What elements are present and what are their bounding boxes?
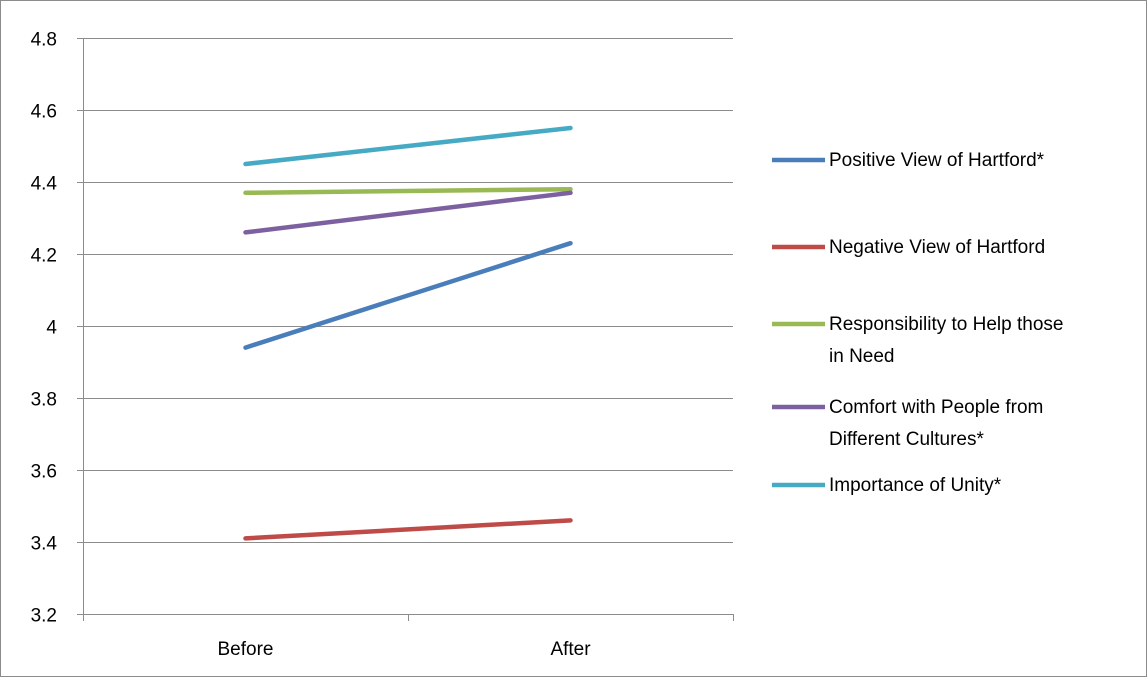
series-line-0 — [243, 240, 573, 350]
y-tick-label: 4.6 — [31, 102, 57, 123]
x-tick-label: Before — [218, 639, 274, 660]
legend-label: Importance of Unity* — [829, 475, 1002, 496]
series-line-3 — [243, 190, 573, 235]
legend-label: Comfort with People from — [829, 397, 1043, 418]
legend-label: Different Cultures* — [829, 429, 984, 450]
series-lines — [243, 125, 573, 541]
series-line-4 — [243, 125, 573, 167]
y-tick-label: 3.2 — [31, 606, 57, 627]
y-tick-label: 4 — [46, 318, 57, 339]
y-tick-label: 3.8 — [31, 390, 57, 411]
y-tick-label: 4.8 — [31, 30, 57, 51]
axes: 3.2 3.4 3.6 3.8 4 4.2 4.4 4.6 4.8 Before After — [31, 30, 734, 660]
legend: Positive View of Hartford* Negative View … — [772, 150, 1063, 496]
y-tick-label: 3.6 — [31, 462, 57, 483]
series-line-2 — [243, 186, 573, 196]
series-line-1 — [243, 518, 573, 541]
legend-label: Positive View of Hartford* — [829, 150, 1045, 171]
legend-label: Responsibility to Help those — [829, 314, 1063, 335]
x-tick-label: After — [550, 639, 591, 660]
legend-label: in Need — [829, 346, 895, 367]
gridlines — [83, 38, 733, 543]
legend-label: Negative View of Hartford — [829, 237, 1045, 258]
y-tick-label: 4.2 — [31, 246, 57, 267]
y-tick-label: 4.4 — [31, 174, 58, 195]
y-tick-label: 3.4 — [31, 534, 58, 555]
